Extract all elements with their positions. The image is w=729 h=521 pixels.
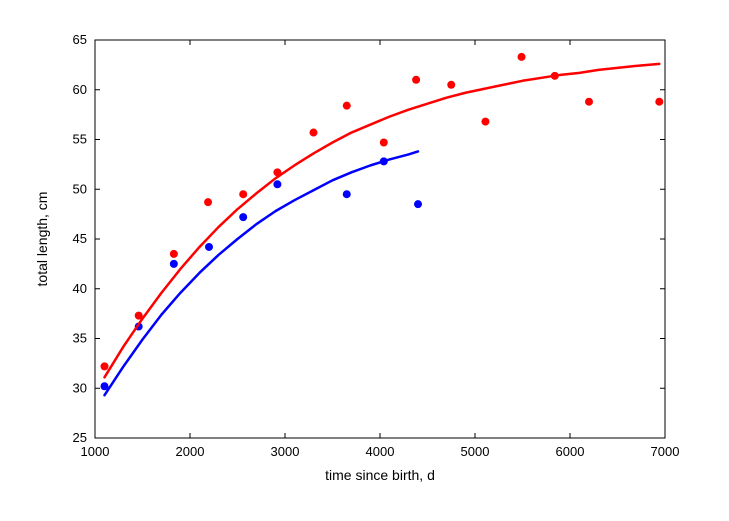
x-tick-label: 2000 — [176, 444, 205, 459]
y-tick-label: 50 — [73, 181, 87, 196]
x-tick-label: 3000 — [271, 444, 300, 459]
red-points-marker — [412, 76, 420, 84]
y-tick-label: 45 — [73, 231, 87, 246]
growth-chart: 1000 2000 3000 4000 5000 6000 7000 25 30 35 40 45 50… — [0, 0, 729, 521]
y-tick-label: 30 — [73, 380, 87, 395]
x-tick-label: 6000 — [556, 444, 585, 459]
blue-points-marker — [343, 190, 351, 198]
red-points-marker — [239, 190, 247, 198]
red-points-marker — [170, 250, 178, 258]
red-points-marker — [655, 98, 663, 106]
blue-points-marker — [205, 243, 213, 251]
x-tick-label: 1000 — [81, 444, 110, 459]
y-tick-label: 35 — [73, 331, 87, 346]
red-points-marker — [585, 98, 593, 106]
red-points-marker — [518, 53, 526, 61]
y-tick-label: 55 — [73, 132, 87, 147]
red-points-marker — [204, 198, 212, 206]
x-tick-label: 4000 — [366, 444, 395, 459]
y-tick-label: 65 — [73, 32, 87, 47]
red-points-marker — [310, 129, 318, 137]
x-tick-label: 7000 — [651, 444, 680, 459]
red-points-marker — [101, 362, 109, 370]
blue-points-marker — [239, 213, 247, 221]
x-axis-label: time since birth, d — [325, 467, 435, 483]
y-tick-label: 40 — [73, 281, 87, 296]
chart-svg: 1000 2000 3000 4000 5000 6000 7000 25 30 35 40 45 50… — [0, 0, 729, 521]
blue-points-marker — [273, 180, 281, 188]
red-points-marker — [380, 138, 388, 146]
y-tick-label: 25 — [73, 430, 87, 445]
red-curve — [105, 64, 660, 377]
red-points-marker — [447, 81, 455, 89]
red-points-marker — [481, 118, 489, 126]
x-tick-label: 5000 — [461, 444, 490, 459]
y-axis-label: total length, cm — [34, 192, 50, 287]
blue-points-marker — [170, 260, 178, 268]
red-points-marker — [343, 102, 351, 110]
blue-points-marker — [414, 200, 422, 208]
y-tick-label: 60 — [73, 82, 87, 97]
plot-box — [95, 40, 665, 438]
